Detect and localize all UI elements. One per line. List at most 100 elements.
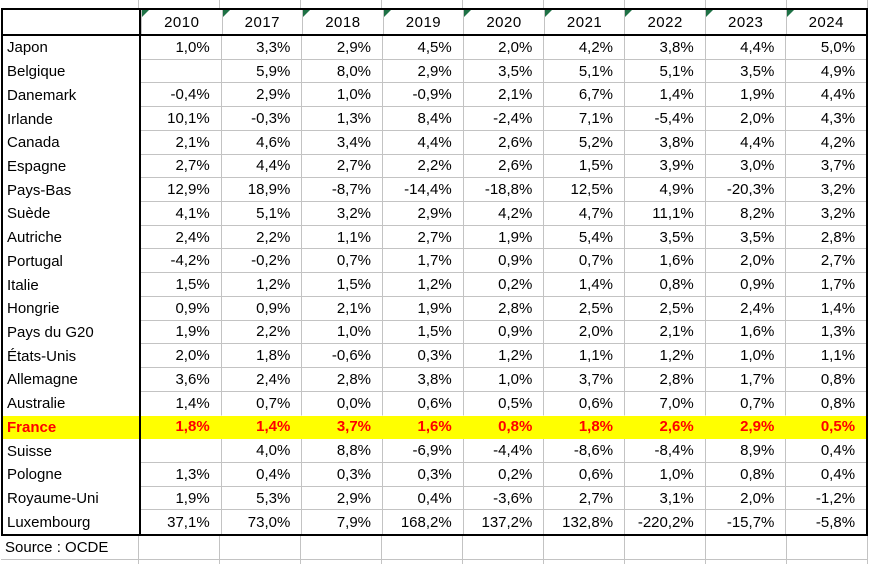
data-cell[interactable]: 2,9%: [382, 59, 463, 84]
row-label[interactable]: Hongrie: [3, 296, 141, 321]
data-cell[interactable]: -18,8%: [462, 178, 544, 203]
data-cell[interactable]: 2,9%: [740, 418, 775, 436]
data-cell[interactable]: 0,5%: [820, 418, 856, 436]
data-cell[interactable]: 1,4%: [785, 296, 867, 321]
data-cell[interactable]: 3,2%: [785, 202, 867, 226]
data-cell[interactable]: -4,4%: [462, 439, 544, 463]
data-cell[interactable]: 8,8%: [301, 439, 383, 463]
data-cell[interactable]: 2,2%: [220, 225, 302, 250]
row-label[interactable]: Suisse: [3, 439, 141, 463]
data-cell[interactable]: 4,4%: [220, 154, 302, 179]
data-cell[interactable]: 3,2%: [301, 202, 383, 226]
data-cell[interactable]: -8,7%: [301, 178, 383, 203]
data-cell[interactable]: 1,0%: [141, 36, 221, 60]
data-cell[interactable]: 1,5%: [382, 320, 463, 345]
row-label[interactable]: Pologne: [3, 462, 141, 487]
data-cell[interactable]: 0,8%: [498, 418, 533, 436]
data-cell[interactable]: 3,3%: [220, 36, 302, 60]
data-cell[interactable]: 4,6%: [220, 130, 302, 155]
data-cell[interactable]: 0,9%: [704, 273, 786, 297]
data-cell[interactable]: 1,2%: [462, 344, 544, 369]
data-cell[interactable]: -3,6%: [462, 486, 544, 511]
data-cell[interactable]: 0,4%: [785, 439, 867, 463]
data-cell[interactable]: 0,5%: [462, 391, 544, 416]
data-cell[interactable]: 1,4%: [175, 394, 210, 412]
data-cell[interactable]: 4,5%: [382, 36, 463, 60]
row-label[interactable]: États-Unis: [3, 344, 141, 369]
data-cell[interactable]: -220,2%: [624, 510, 705, 535]
data-cell[interactable]: -5,4%: [624, 107, 705, 131]
data-cell[interactable]: 2,6%: [462, 154, 544, 179]
data-cell[interactable]: 1,6%: [704, 320, 786, 345]
data-cell[interactable]: 0,4%: [382, 486, 463, 511]
data-cell[interactable]: 1,5%: [543, 154, 625, 179]
data-cell[interactable]: 3,7%: [336, 418, 372, 436]
data-cell[interactable]: 0,3%: [301, 462, 383, 487]
data-cell[interactable]: 3,4%: [301, 130, 383, 155]
data-cell[interactable]: -5,8%: [785, 510, 866, 535]
data-cell[interactable]: 137,2%: [462, 510, 544, 535]
data-cell[interactable]: 0,3%: [382, 344, 463, 369]
data-cell[interactable]: 0,4%: [220, 462, 302, 487]
data-cell[interactable]: 11,1%: [624, 202, 705, 226]
data-cell[interactable]: 3,5%: [462, 59, 544, 84]
data-cell[interactable]: 5,0%: [785, 36, 867, 60]
data-cell[interactable]: 3,1%: [624, 486, 705, 511]
data-cell[interactable]: 3,5%: [624, 225, 705, 250]
data-cell[interactable]: 0,7%: [543, 249, 625, 274]
data-cell[interactable]: 0,9%: [462, 320, 544, 345]
data-cell[interactable]: 73,0%: [220, 510, 302, 535]
data-cell[interactable]: 5,9%: [220, 59, 302, 84]
data-cell[interactable]: 4,2%: [543, 36, 625, 60]
data-cell[interactable]: 1,3%: [301, 107, 383, 131]
data-cell[interactable]: 1,9%: [704, 83, 786, 108]
data-cell[interactable]: 0,2%: [462, 462, 544, 487]
data-cell[interactable]: 8,4%: [382, 107, 463, 131]
data-cell[interactable]: 3,0%: [704, 154, 786, 179]
data-cell[interactable]: 1,5%: [141, 273, 221, 297]
row-label[interactable]: Suède: [3, 202, 141, 226]
data-cell[interactable]: 2,7%: [141, 155, 221, 179]
data-cell[interactable]: -8,6%: [543, 439, 625, 463]
data-cell[interactable]: 0,0%: [301, 391, 382, 416]
data-cell[interactable]: 4,4%: [704, 130, 786, 155]
data-cell[interactable]: 10,1%: [141, 107, 221, 131]
data-cell[interactable]: 1,0%: [462, 368, 544, 392]
source-label[interactable]: Source : OCDE: [1, 536, 139, 559]
data-cell[interactable]: -0,3%: [220, 107, 302, 131]
data-cell[interactable]: 5,3%: [220, 486, 302, 511]
data-cell[interactable]: 2,9%: [220, 83, 302, 108]
data-cell[interactable]: 4,4%: [785, 83, 867, 108]
data-cell[interactable]: 1,5%: [301, 273, 383, 297]
data-cell[interactable]: 5,1%: [543, 59, 625, 84]
data-cell[interactable]: 4,2%: [785, 130, 867, 155]
data-cell[interactable]: 0,8%: [785, 368, 867, 392]
row-label[interactable]: Pays-Bas: [3, 178, 141, 203]
data-cell[interactable]: 0,8%: [785, 391, 866, 416]
data-cell[interactable]: 0,8%: [624, 273, 705, 297]
year-header-2023[interactable]: 2023: [704, 10, 786, 34]
data-cell[interactable]: 0,9%: [462, 249, 544, 274]
data-cell[interactable]: 0,4%: [785, 462, 867, 487]
data-cell[interactable]: 5,1%: [220, 202, 302, 226]
data-cell[interactable]: 2,6%: [659, 418, 694, 436]
data-cell[interactable]: 0,7%: [301, 249, 383, 274]
data-cell[interactable]: 2,7%: [301, 154, 383, 179]
data-cell[interactable]: 2,5%: [624, 296, 705, 321]
data-cell[interactable]: 3,7%: [543, 368, 625, 392]
data-cell[interactable]: -6,9%: [382, 439, 463, 463]
year-header-2022[interactable]: 2022: [624, 10, 705, 34]
data-cell[interactable]: 2,8%: [301, 368, 383, 392]
data-cell[interactable]: 1,3%: [785, 320, 867, 345]
data-cell[interactable]: 2,0%: [141, 344, 221, 369]
data-cell[interactable]: 4,2%: [462, 202, 544, 226]
row-label[interactable]: Royaume-Uni: [3, 486, 141, 511]
data-cell[interactable]: 4,9%: [624, 178, 705, 203]
data-cell[interactable]: 132,8%: [543, 510, 624, 535]
data-cell[interactable]: 2,6%: [462, 130, 544, 155]
data-cell[interactable]: -0,9%: [382, 83, 463, 108]
data-cell[interactable]: 2,4%: [141, 226, 221, 250]
data-cell[interactable]: 2,7%: [382, 225, 463, 250]
data-cell[interactable]: 1,8%: [175, 418, 210, 436]
data-cell[interactable]: 4,4%: [382, 130, 463, 155]
